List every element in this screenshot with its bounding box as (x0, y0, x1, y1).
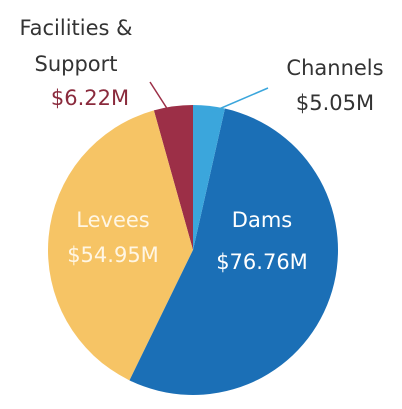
pie-slice (47, 110, 194, 381)
leader-line (211, 87, 269, 113)
value-label: $5.05M (295, 91, 375, 115)
value-label: $6.22M (50, 86, 130, 110)
leader-line (149, 81, 169, 111)
slice-label: Facilities & Support (19, 16, 133, 76)
slice-label: Levees (76, 208, 150, 232)
value-label: $76.76M (216, 250, 308, 274)
pie-slice (193, 105, 225, 250)
slice-label: Channels (286, 56, 384, 80)
value-label: $54.95M (67, 243, 159, 267)
slice-label: Dams (231, 208, 293, 232)
pie-slice (129, 108, 338, 395)
pie-slice (153, 105, 193, 250)
